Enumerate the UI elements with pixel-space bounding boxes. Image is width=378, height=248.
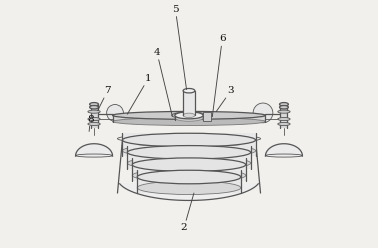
Ellipse shape [88, 118, 100, 121]
Text: 1: 1 [127, 74, 152, 114]
Bar [280, 104, 287, 128]
Ellipse shape [278, 118, 290, 121]
Bar [113, 115, 265, 122]
Polygon shape [120, 184, 258, 200]
Text: 7: 7 [98, 86, 111, 110]
Ellipse shape [113, 118, 265, 125]
Circle shape [253, 103, 273, 123]
Bar [91, 104, 98, 128]
Ellipse shape [127, 156, 251, 170]
Bar [203, 112, 211, 121]
Bar [132, 158, 246, 181]
Ellipse shape [132, 169, 246, 182]
Ellipse shape [90, 105, 99, 109]
Ellipse shape [132, 158, 246, 171]
Polygon shape [76, 144, 113, 156]
Text: 5: 5 [172, 5, 186, 90]
Ellipse shape [279, 102, 288, 106]
Circle shape [107, 104, 123, 121]
Ellipse shape [278, 123, 290, 125]
Ellipse shape [278, 110, 290, 113]
Bar [127, 146, 251, 168]
Bar [175, 115, 203, 118]
Ellipse shape [88, 123, 100, 125]
Ellipse shape [183, 89, 195, 93]
Ellipse shape [122, 144, 256, 157]
Polygon shape [265, 144, 302, 156]
Ellipse shape [88, 110, 100, 113]
Bar [137, 170, 241, 193]
Ellipse shape [172, 112, 206, 119]
Ellipse shape [183, 113, 195, 118]
Ellipse shape [175, 112, 203, 119]
Text: 4: 4 [153, 48, 172, 116]
Bar [183, 91, 195, 115]
Ellipse shape [113, 111, 265, 119]
Text: 3: 3 [216, 86, 234, 112]
Bar [122, 133, 256, 156]
Ellipse shape [175, 114, 203, 121]
Ellipse shape [137, 181, 241, 194]
Ellipse shape [127, 146, 251, 159]
Ellipse shape [279, 105, 288, 109]
Text: 6: 6 [212, 34, 226, 117]
Text: 8: 8 [87, 115, 94, 131]
Ellipse shape [90, 102, 99, 106]
Text: 2: 2 [181, 193, 194, 232]
Ellipse shape [137, 170, 241, 184]
Ellipse shape [122, 133, 256, 147]
